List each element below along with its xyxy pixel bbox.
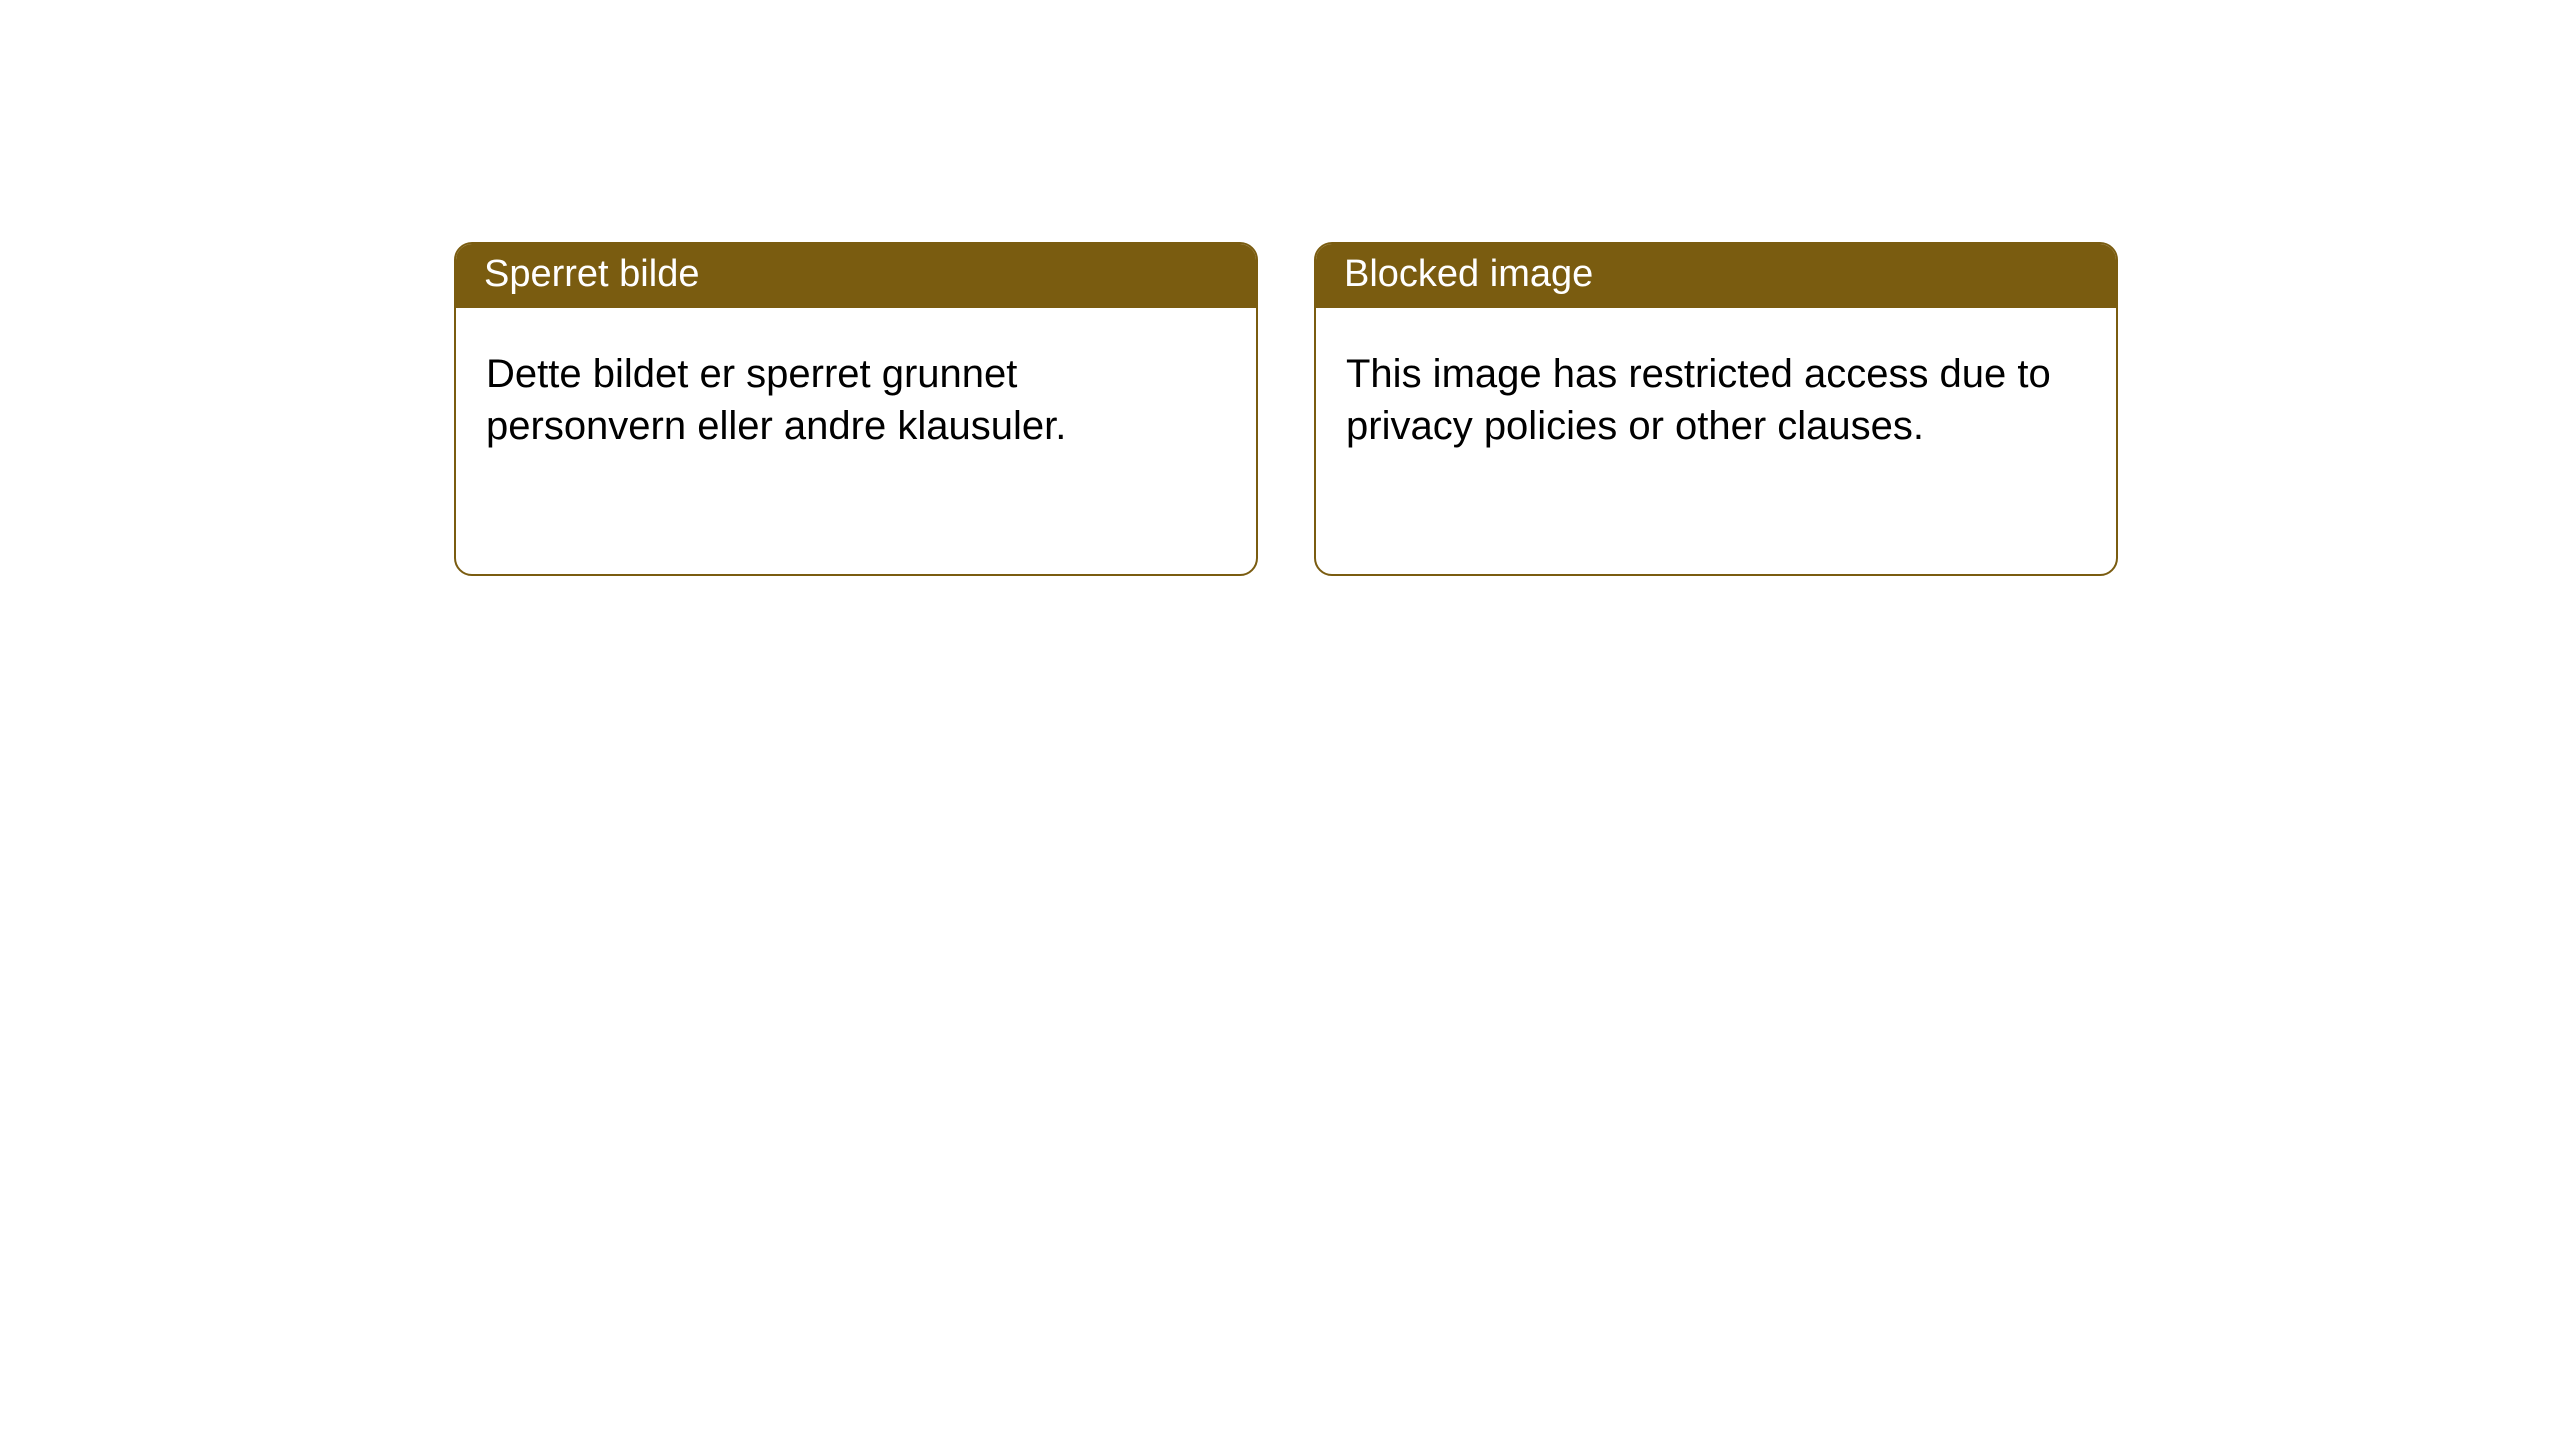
notice-box-english: Blocked image This image has restricted … bbox=[1314, 242, 2118, 576]
notice-box-norwegian: Sperret bilde Dette bildet er sperret gr… bbox=[454, 242, 1258, 576]
notice-header: Blocked image bbox=[1316, 244, 2116, 308]
notice-container: Sperret bilde Dette bildet er sperret gr… bbox=[0, 0, 2560, 576]
notice-body: This image has restricted access due to … bbox=[1316, 308, 2116, 472]
notice-header: Sperret bilde bbox=[456, 244, 1256, 308]
notice-body: Dette bildet er sperret grunnet personve… bbox=[456, 308, 1256, 472]
